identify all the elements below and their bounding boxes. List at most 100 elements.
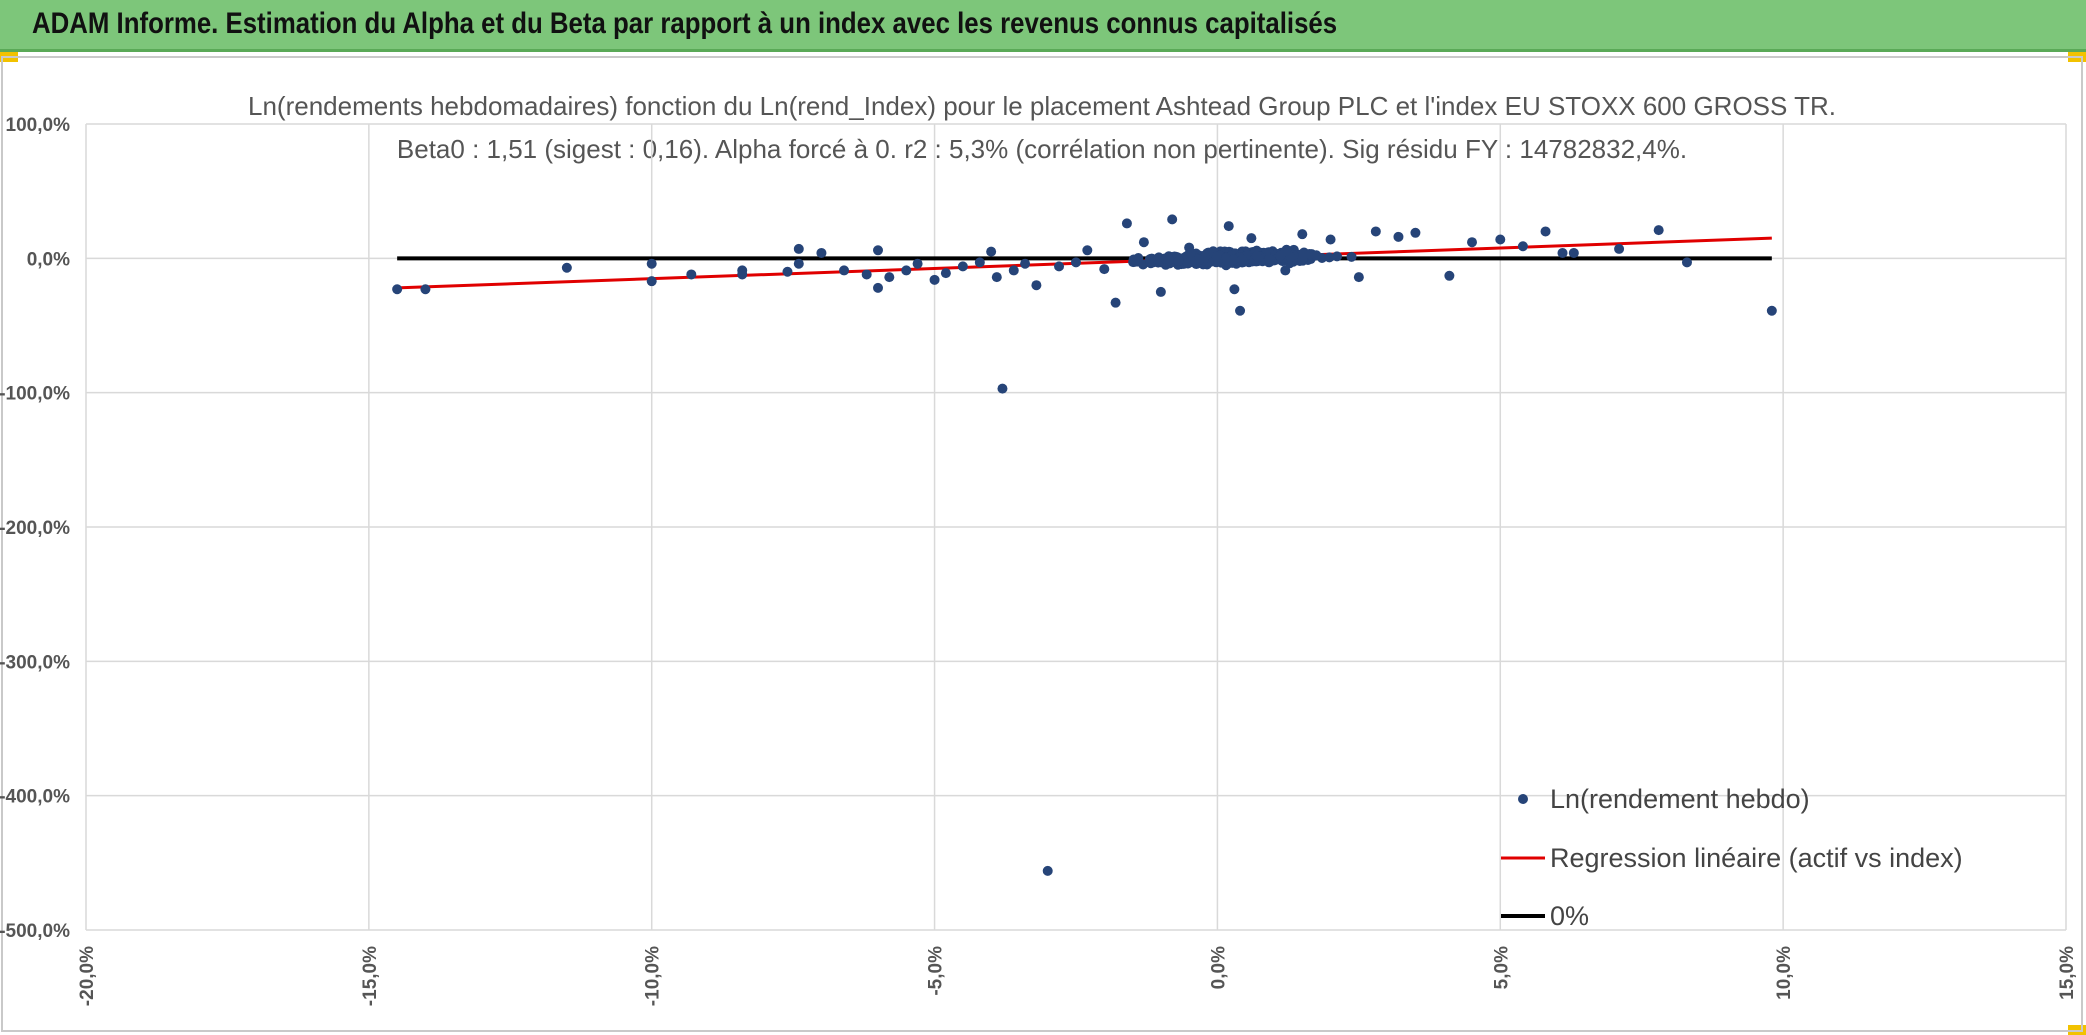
data-point — [873, 282, 883, 293]
y-tick-label: -200,0% — [0, 518, 70, 539]
data-point — [1297, 229, 1308, 240]
data-point — [1264, 254, 1275, 265]
data-point — [1275, 250, 1286, 261]
data-point — [1152, 253, 1163, 264]
data-point — [793, 258, 804, 269]
data-point — [1132, 256, 1143, 267]
data-point — [974, 257, 985, 268]
data-point — [1071, 257, 1081, 268]
legend: Ln(rendement hebdo) Regression linéaire … — [1501, 784, 1963, 931]
data-point — [1164, 254, 1175, 265]
y-tick-label: -100,0% — [0, 384, 70, 405]
data-point — [1167, 214, 1178, 225]
data-point — [1173, 255, 1184, 266]
data-point — [1614, 243, 1625, 254]
data-point — [1517, 241, 1528, 252]
data-point — [816, 247, 827, 258]
x-tick-label: 5,0% — [1491, 946, 1512, 989]
legend-marker-scatter — [1518, 794, 1528, 804]
data-point — [1280, 265, 1291, 276]
data-point — [1228, 254, 1239, 265]
data-point — [1042, 865, 1053, 876]
chart-frame — [1, 56, 2083, 1032]
data-point — [646, 276, 657, 287]
y-tick-label: -500,0% — [0, 921, 70, 942]
data-point — [873, 245, 883, 256]
x-tick-label: 15,0% — [2057, 946, 2078, 1000]
data-point — [793, 243, 804, 254]
data-point — [1346, 251, 1357, 262]
data-point — [1766, 305, 1777, 316]
data-point — [861, 269, 872, 280]
data-point — [1110, 297, 1121, 308]
data-point — [1467, 237, 1477, 248]
data-point — [991, 272, 1002, 283]
report-title: ADAM Informe. Estimation du Alpha et du … — [32, 7, 1338, 40]
data-point — [901, 265, 912, 276]
data-point — [1237, 254, 1248, 265]
data-point — [912, 258, 923, 269]
y-tick-label: 0,0% — [27, 249, 70, 270]
data-point — [1681, 257, 1692, 268]
data-point — [1568, 247, 1579, 258]
data-point — [1298, 249, 1309, 260]
x-axis-ticks: -20,0% -15,0% -10,0% -5,0% 0,0% 5,0% 10,0% 15,0… — [77, 946, 2078, 1006]
data-point — [1099, 264, 1110, 275]
data-point — [1557, 247, 1568, 258]
data-point — [1353, 272, 1364, 283]
data-point — [420, 284, 431, 295]
data-point — [392, 284, 403, 295]
data-point — [986, 246, 997, 257]
data-point — [1246, 233, 1257, 244]
data-point — [957, 261, 968, 272]
y-axis-ticks: 100,0% 0,0% -100,0% -200,0% -300,0% -400,0% -5… — [0, 115, 70, 942]
data-point — [1235, 305, 1246, 316]
legend-label-scatter: Ln(rendement hebdo) — [1550, 784, 1810, 814]
data-point — [1008, 265, 1019, 276]
data-point — [1324, 252, 1335, 263]
data-point — [1223, 221, 1234, 232]
data-point — [1211, 251, 1222, 262]
data-point — [737, 269, 748, 280]
data-point — [1370, 226, 1381, 237]
chart-subtitle: Beta0 : 1,51 (sigest : 0,16). Alpha forc… — [397, 134, 1687, 164]
data-point — [997, 383, 1008, 394]
data-point — [1054, 261, 1065, 272]
data-point — [1331, 251, 1342, 262]
data-point — [1194, 255, 1205, 266]
data-point — [1220, 253, 1231, 264]
x-tick-label: -5,0% — [926, 946, 947, 996]
y-tick-label: -300,0% — [0, 652, 70, 673]
data-point — [1495, 234, 1506, 245]
legend-label-regression: Regression linéaire (actif vs index) — [1550, 843, 1963, 873]
data-point — [940, 268, 951, 279]
data-point — [1155, 286, 1166, 297]
data-point — [1031, 280, 1042, 291]
chart-title: Ln(rendements hebdomadaires) fonction du… — [248, 91, 1836, 121]
x-tick-label: -15,0% — [360, 946, 381, 1006]
data-point — [1251, 251, 1262, 262]
data-point — [1653, 225, 1664, 236]
data-point — [686, 269, 697, 280]
data-point — [1410, 227, 1421, 238]
data-point — [1144, 254, 1155, 265]
data-point — [782, 266, 793, 277]
data-point — [929, 274, 940, 285]
data-point — [1121, 218, 1132, 229]
regression-line — [397, 236, 1772, 290]
series-lines — [397, 236, 1772, 290]
data-point — [1393, 231, 1404, 242]
data-point — [1311, 250, 1322, 261]
data-point — [839, 265, 850, 276]
y-tick-label: -400,0% — [0, 787, 70, 808]
data-point — [884, 272, 895, 283]
x-tick-label: 10,0% — [1774, 946, 1795, 1000]
data-point — [1020, 258, 1031, 269]
data-point — [646, 258, 657, 269]
scatter-points — [392, 214, 1777, 876]
data-point — [1185, 247, 1196, 258]
data-point — [1229, 284, 1240, 295]
x-tick-label: -10,0% — [643, 946, 664, 1006]
data-point — [1325, 234, 1336, 245]
